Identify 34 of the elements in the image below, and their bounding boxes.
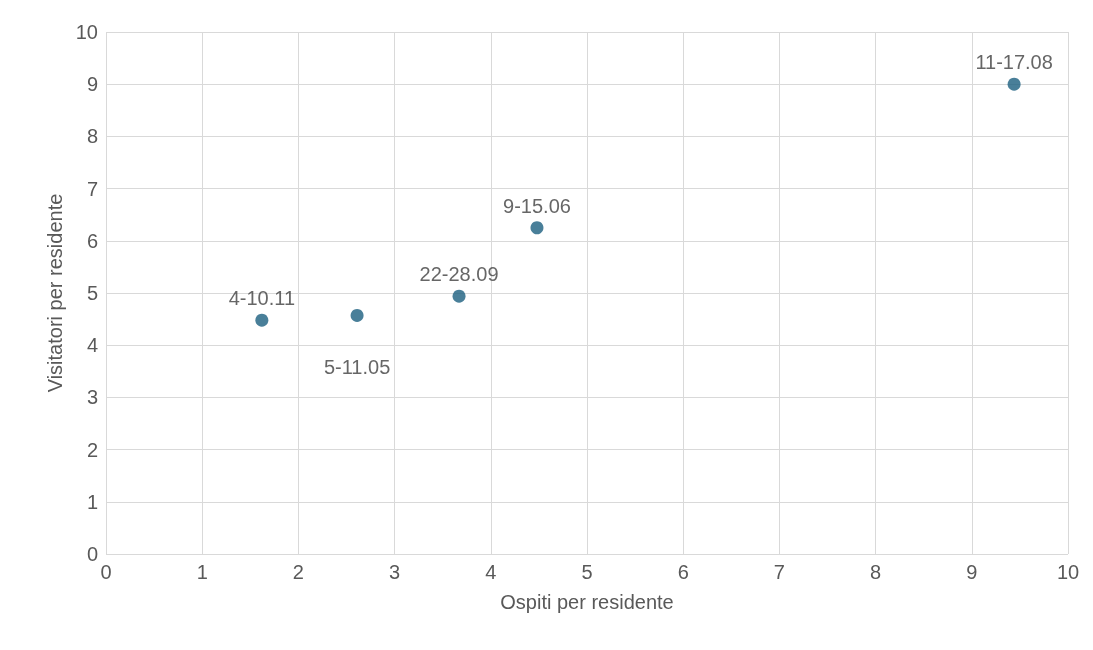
x-tick-label: 3 — [389, 561, 401, 583]
annotation: 22-28.09 — [419, 263, 499, 286]
y-tick-label: 0 — [86, 543, 98, 565]
x-tick-label: 0 — [100, 561, 112, 583]
y-axis-title: Visitatori per residente — [43, 193, 66, 393]
x-tick-label: 4 — [485, 561, 497, 583]
y-tick-label: 2 — [86, 438, 98, 461]
point — [452, 289, 466, 303]
y-tick-label: 7 — [86, 177, 98, 200]
annotation: 11-17.08 — [975, 51, 1053, 74]
x-axis-title: Ospiti per residente — [500, 591, 674, 613]
y-tick-label: 4 — [86, 334, 98, 357]
y-tick-label: 10 — [75, 21, 98, 43]
y-tick-label: 5 — [86, 282, 98, 304]
y-tick-label: 6 — [86, 229, 98, 252]
point — [350, 308, 364, 322]
x-tick-label: 8 — [870, 561, 882, 583]
point — [255, 313, 269, 327]
y-tick-label: 9 — [86, 73, 98, 96]
x-tick-label: 10 — [1056, 561, 1080, 583]
x-tick-label: 1 — [196, 561, 208, 583]
annotation: 5-11.05 — [323, 356, 391, 379]
y-tick-label: 1 — [86, 490, 98, 513]
y-tick-label: 8 — [86, 125, 98, 148]
annotation: 4-10.11 — [228, 287, 296, 310]
x-tick-label: 7 — [773, 561, 785, 583]
y-tick-label: 3 — [86, 386, 98, 409]
x-tick-label: 2 — [292, 561, 304, 583]
x-tick-label: 9 — [966, 561, 978, 583]
annotation: 9-15.06 — [503, 194, 571, 217]
point — [1007, 77, 1021, 91]
x-tick-label: 5 — [581, 561, 593, 583]
point — [530, 221, 544, 235]
x-tick-label: 6 — [677, 561, 689, 583]
